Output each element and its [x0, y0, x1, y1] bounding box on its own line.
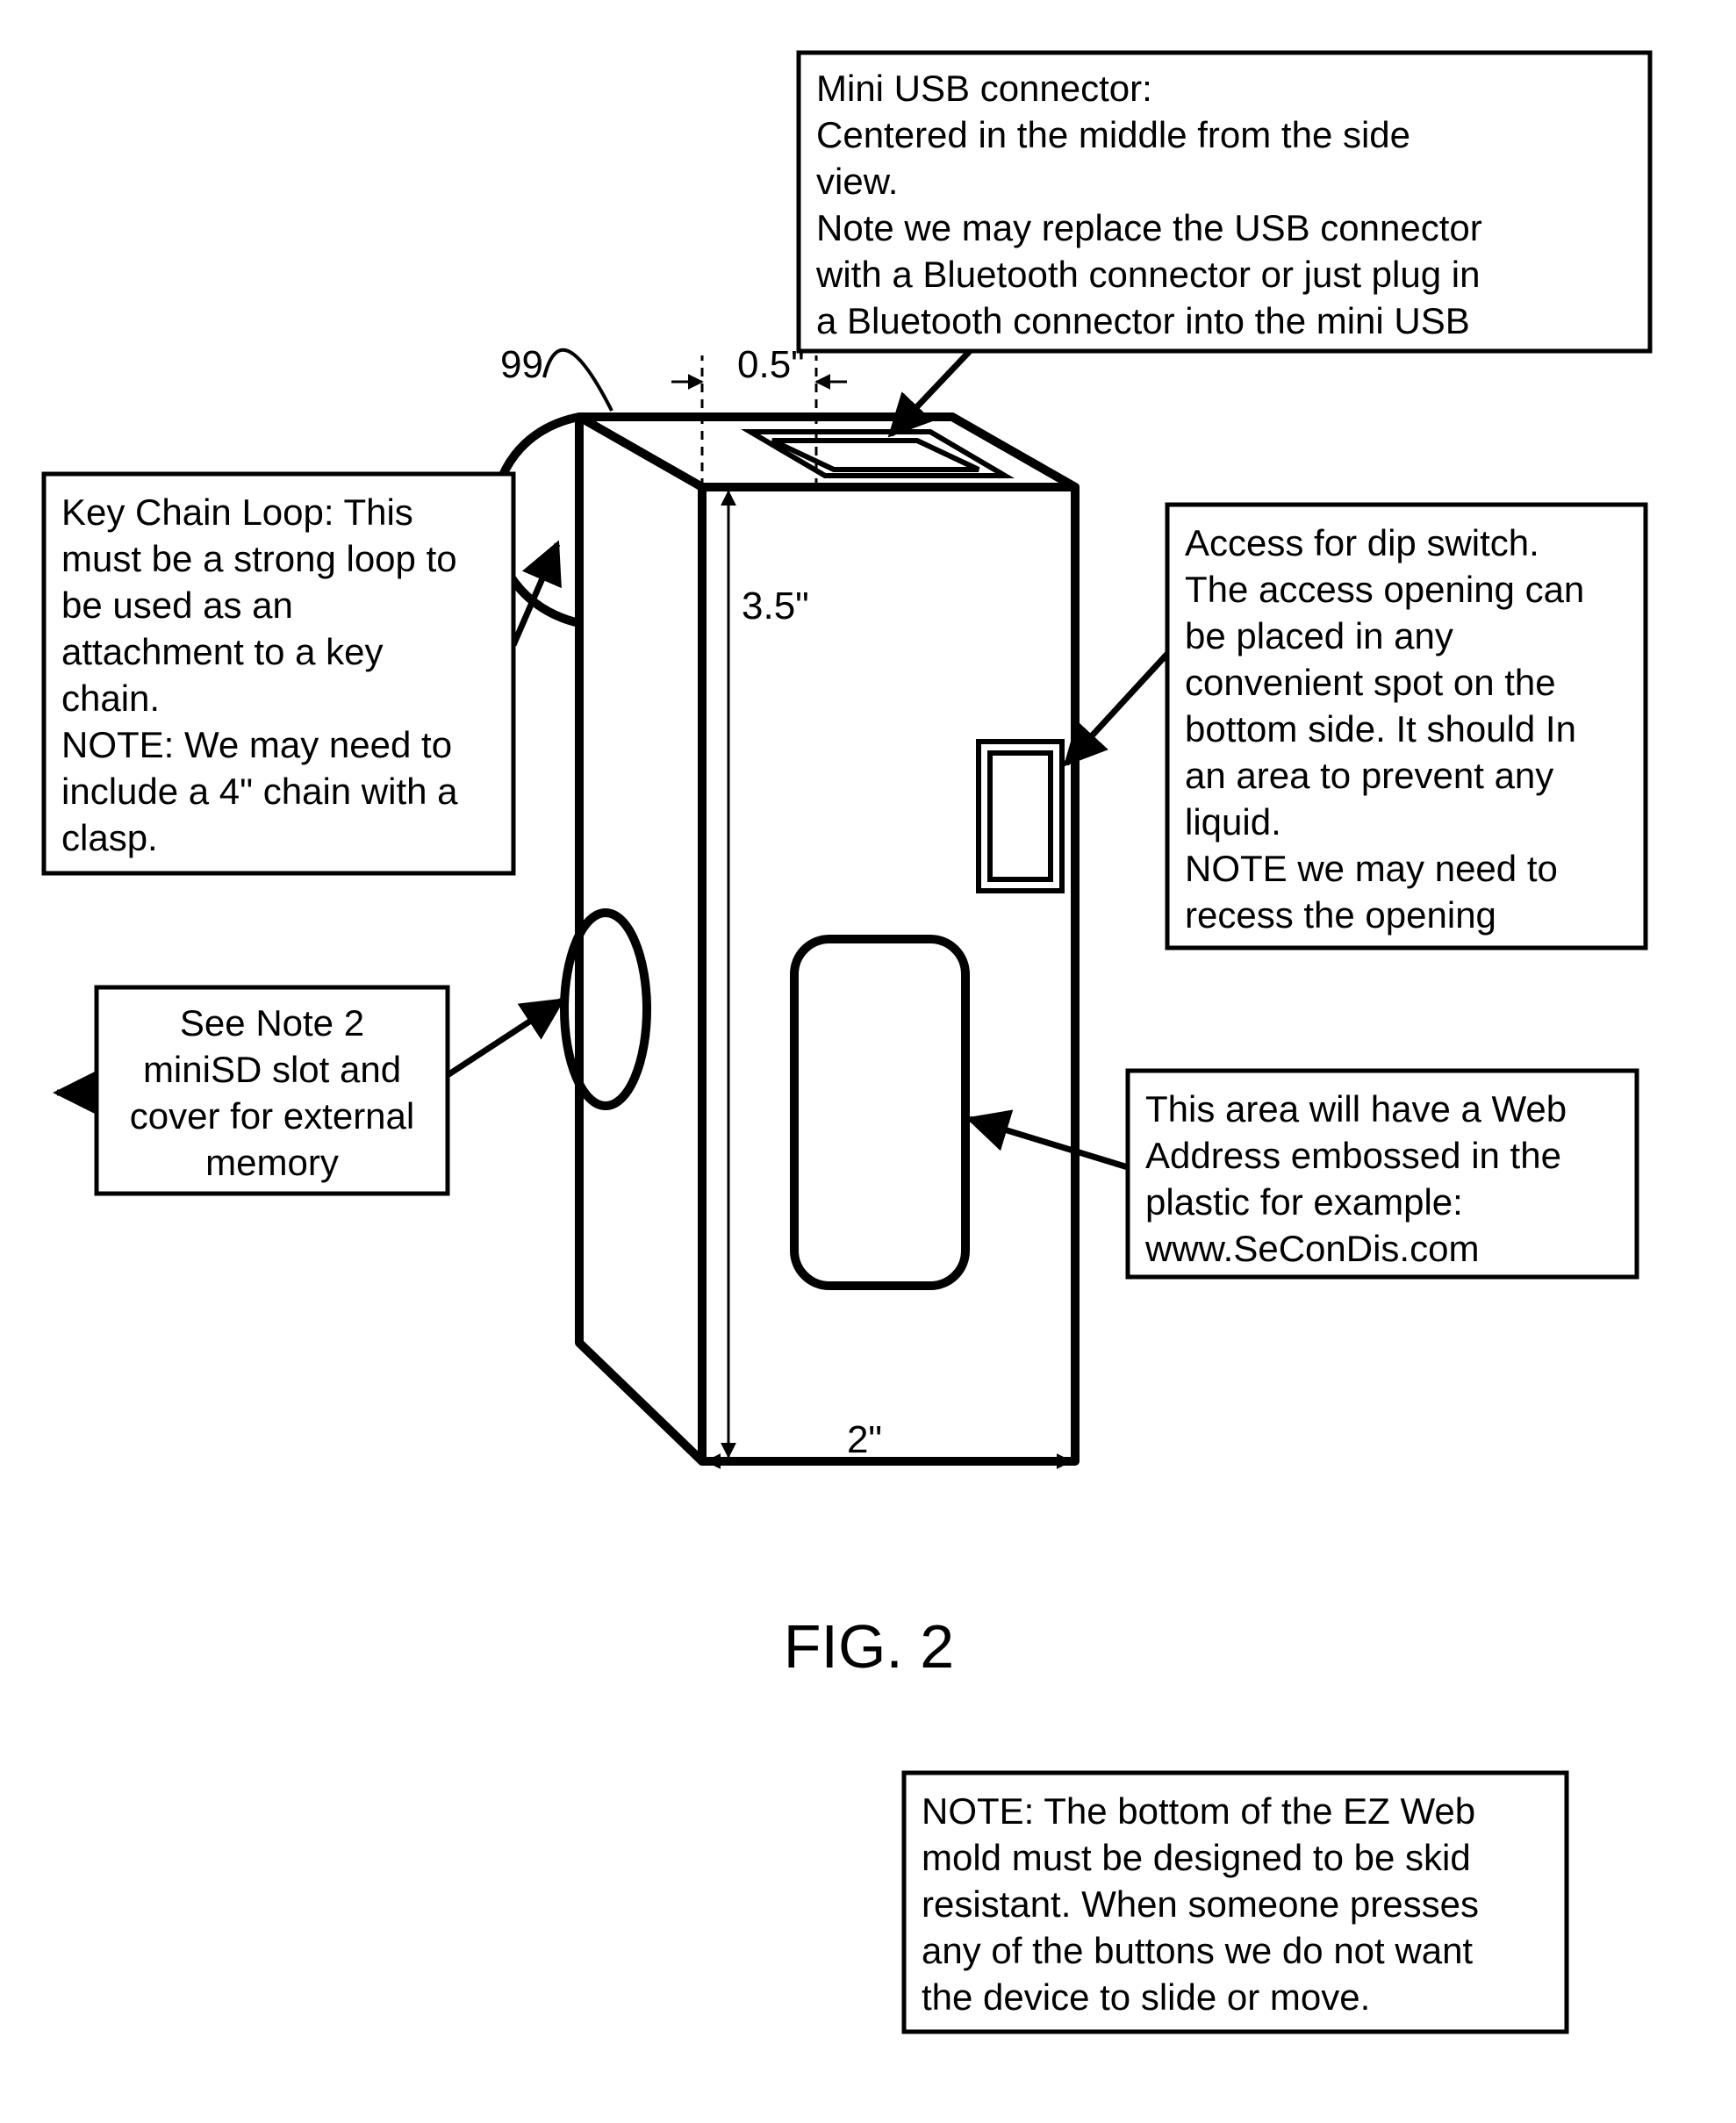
figure-label: FIG. 2 [784, 1612, 954, 1681]
arrow-dip [1066, 654, 1167, 764]
web-address-area [794, 939, 965, 1286]
arrow-minisd [448, 1001, 562, 1075]
device-front-face [702, 487, 1075, 1461]
device-left-face [579, 417, 702, 1461]
dim-bottom-label: 2" [847, 1418, 882, 1461]
dim-height-label: 3.5" [742, 585, 809, 628]
ref-label: 99 [500, 343, 543, 386]
dimensions: 0.5" 3.5" 2" [671, 343, 1071, 1461]
dip-switch-inner [990, 753, 1051, 879]
callouts: Mini USB connector:Centered in the middl… [44, 53, 1650, 2032]
callout-keychain: Key Chain Loop: Thismust be a strong loo… [44, 474, 513, 873]
callout-usb: Mini USB connector:Centered in the middl… [799, 53, 1650, 351]
callout-minisd: See Note 2miniSD slot andcover for exter… [97, 987, 448, 1194]
ref-curve [544, 350, 612, 411]
callout-dipswitch: Access for dip switch.The access opening… [1167, 505, 1646, 948]
reference-99: 99 [500, 343, 612, 411]
callout-webaddr: This area will have a WebAddress embosse… [1128, 1071, 1637, 1277]
callout-dipswitch-text: Access for dip switch.The access opening… [1185, 522, 1584, 936]
dim-top-label: 0.5" [737, 343, 805, 386]
callout-bottom-note: NOTE: The bottom of the EZ Webmold must … [904, 1773, 1567, 2032]
arrow-web [970, 1119, 1128, 1167]
callout-keychain-box [44, 474, 513, 873]
device-body [494, 417, 1076, 1461]
